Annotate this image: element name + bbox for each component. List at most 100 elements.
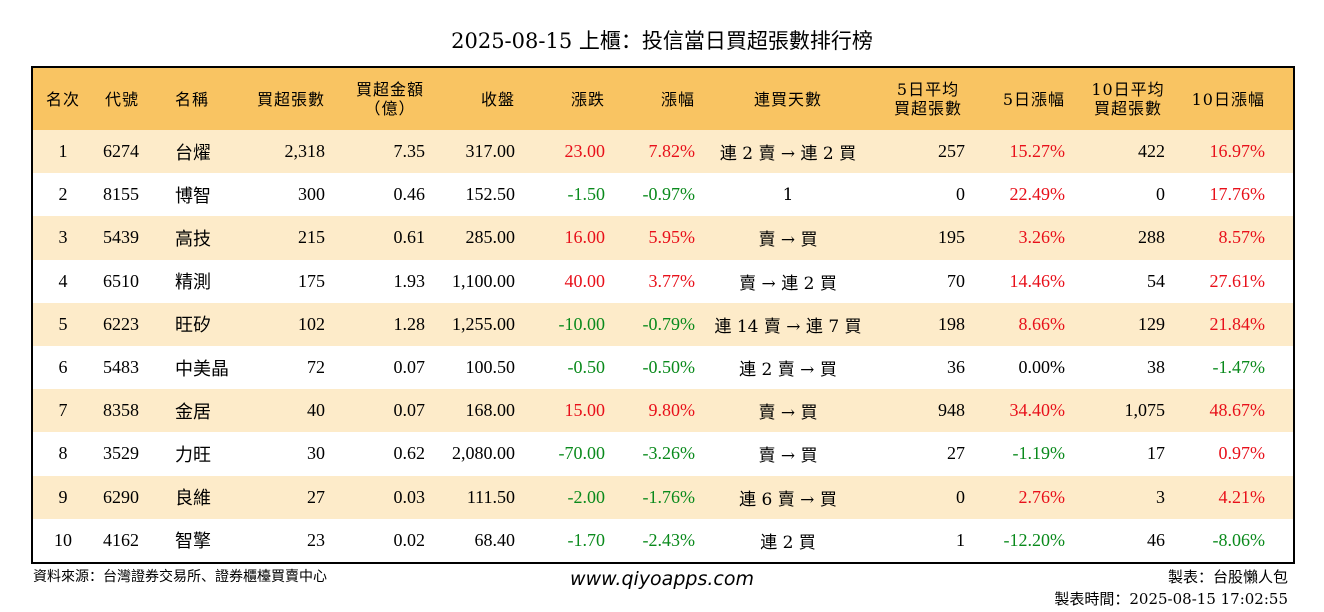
cell-pct5: 2.76% (1018, 486, 1066, 507)
cell-pct5: 22.49% (1009, 184, 1066, 205)
cell-code: 6223 (103, 313, 139, 334)
cell-name: 博智 (175, 185, 211, 207)
cell-buy-shares: 27 (307, 486, 325, 507)
cell-avg10: 46 (1147, 529, 1165, 550)
cell-streak: 賣 → 買 (758, 230, 818, 251)
header-buy-amount-line2: （億） (364, 99, 416, 118)
cell-name: 金居 (175, 401, 211, 423)
header-avg5: 5日平均 買超張數 (873, 80, 973, 118)
made-time: 製表時間：2025-08-15 17:02:55 (1054, 590, 1288, 608)
cell-pct5: 15.27% (1009, 141, 1066, 162)
cell-code: 8155 (103, 184, 139, 205)
cell-pct5: 14.46% (1009, 270, 1066, 291)
header-close: 收盤 (480, 89, 515, 109)
cell-pct10: -8.06% (1212, 529, 1266, 550)
cell-close: 68.40 (474, 529, 516, 550)
cell-change-pct: -0.97% (642, 184, 696, 205)
cell-buy-shares: 23 (307, 529, 325, 550)
cell-streak: 賣 → 連 2 買 (739, 273, 837, 294)
cell-code: 6510 (103, 270, 139, 291)
header-avg5-line2: 買超張數 (893, 99, 962, 118)
cell-avg10: 129 (1138, 313, 1165, 334)
cell-pct5: -12.20% (1003, 529, 1066, 550)
cell-change: -1.70 (567, 529, 606, 550)
cell-buy-shares: 30 (307, 443, 325, 464)
cell-pct10: 8.57% (1218, 227, 1266, 248)
cell-name: 旺矽 (175, 315, 211, 337)
data-source: 資料來源：台灣證券交易所、證券櫃檯買賣中心 (33, 569, 327, 585)
cell-code: 5483 (103, 357, 139, 378)
cell-rank: 10 (54, 529, 72, 550)
cell-pct5: -1.19% (1012, 443, 1066, 464)
cell-streak: 1 (782, 184, 794, 205)
table-row: 7 8358 金居 40 0.07 168.00 15.00 9.80% 賣 → 買 948 34.… (33, 389, 1293, 433)
header-streak: 連買天數 (753, 89, 822, 109)
cell-code: 4162 (103, 529, 139, 550)
cell-change-pct: 7.82% (648, 141, 696, 162)
cell-pct10: 21.84% (1209, 313, 1266, 334)
cell-rank: 2 (58, 184, 68, 205)
cell-avg5: 27 (947, 443, 965, 464)
ranking-table: 名次 代號 名稱 買超張數 買超金額 （億） 收盤 漲跌 漲幅 連買天數 5日平… (31, 66, 1295, 564)
website-link[interactable]: www.qiyoapps.com (570, 568, 754, 590)
cell-streak: 連 6 賣 → 買 (739, 489, 837, 510)
cell-pct10: 4.21% (1218, 486, 1266, 507)
cell-rank: 7 (58, 400, 68, 421)
cell-pct5: 8.66% (1018, 313, 1066, 334)
header-avg10-line2: 買超張數 (1093, 99, 1162, 118)
cell-change-pct: 3.77% (648, 270, 696, 291)
cell-avg5: 0 (956, 486, 965, 507)
maker: 製表：台股懶人包 (1167, 568, 1288, 586)
cell-pct5: 3.26% (1018, 227, 1066, 248)
cell-name: 中美晶 (175, 358, 229, 380)
header-avg10: 10日平均 買超張數 (1073, 80, 1173, 118)
cell-change: -1.50 (567, 184, 606, 205)
maker-info: 製表：台股懶人包 製表時間：2025-08-15 17:02:55 (1054, 566, 1288, 610)
cell-rank: 1 (58, 141, 68, 162)
cell-change: 16.00 (564, 227, 606, 248)
cell-close: 2,080.00 (452, 443, 515, 464)
cell-avg10: 38 (1147, 357, 1165, 378)
header-code: 代號 (105, 89, 140, 109)
cell-buy-shares: 40 (307, 400, 325, 421)
cell-code: 5439 (103, 227, 139, 248)
cell-buy-shares: 102 (298, 313, 325, 334)
cell-buy-amount: 1.28 (393, 313, 426, 334)
cell-change-pct: -3.26% (642, 443, 696, 464)
cell-rank: 4 (58, 270, 68, 291)
cell-buy-amount: 0.07 (393, 357, 426, 378)
cell-avg10: 288 (1138, 227, 1165, 248)
cell-streak: 連 2 賣 → 買 (739, 360, 837, 381)
cell-change: -2.00 (567, 486, 606, 507)
cell-buy-amount: 0.46 (393, 184, 426, 205)
cell-avg5: 948 (938, 400, 965, 421)
cell-buy-shares: 175 (298, 270, 325, 291)
cell-name: 精測 (175, 272, 211, 294)
cell-close: 100.50 (465, 357, 516, 378)
cell-rank: 9 (58, 486, 68, 507)
header-avg5-line1: 5日平均 (896, 80, 960, 99)
cell-avg10: 0 (1156, 184, 1165, 205)
table-row: 3 5439 高技 215 0.61 285.00 16.00 5.95% 賣 → 買 195 3.… (33, 216, 1293, 260)
cell-pct5: 0.00% (1018, 357, 1066, 378)
cell-avg5: 70 (947, 270, 965, 291)
header-pct5: 5日漲幅 (1002, 89, 1065, 109)
cell-close: 1,100.00 (452, 270, 515, 291)
table-header: 名次 代號 名稱 買超張數 買超金額 （億） 收盤 漲跌 漲幅 連買天數 5日平… (33, 68, 1293, 130)
cell-avg5: 257 (938, 141, 965, 162)
table-row: 9 6290 良維 27 0.03 111.50 -2.00 -1.76% 連 6 賣 → 買 0… (33, 475, 1293, 519)
cell-code: 6290 (103, 486, 139, 507)
cell-code: 8358 (103, 400, 139, 421)
cell-pct10: 16.97% (1209, 141, 1266, 162)
cell-buy-shares: 215 (298, 227, 325, 248)
cell-avg5: 0 (956, 184, 965, 205)
cell-avg10: 54 (1147, 270, 1165, 291)
cell-close: 168.00 (465, 400, 516, 421)
cell-buy-shares: 300 (298, 184, 325, 205)
cell-rank: 6 (58, 357, 68, 378)
cell-change-pct: 5.95% (648, 227, 696, 248)
cell-avg10: 17 (1147, 443, 1165, 464)
cell-avg5: 36 (947, 357, 965, 378)
cell-buy-amount: 0.62 (393, 443, 426, 464)
cell-buy-amount: 0.03 (393, 486, 426, 507)
